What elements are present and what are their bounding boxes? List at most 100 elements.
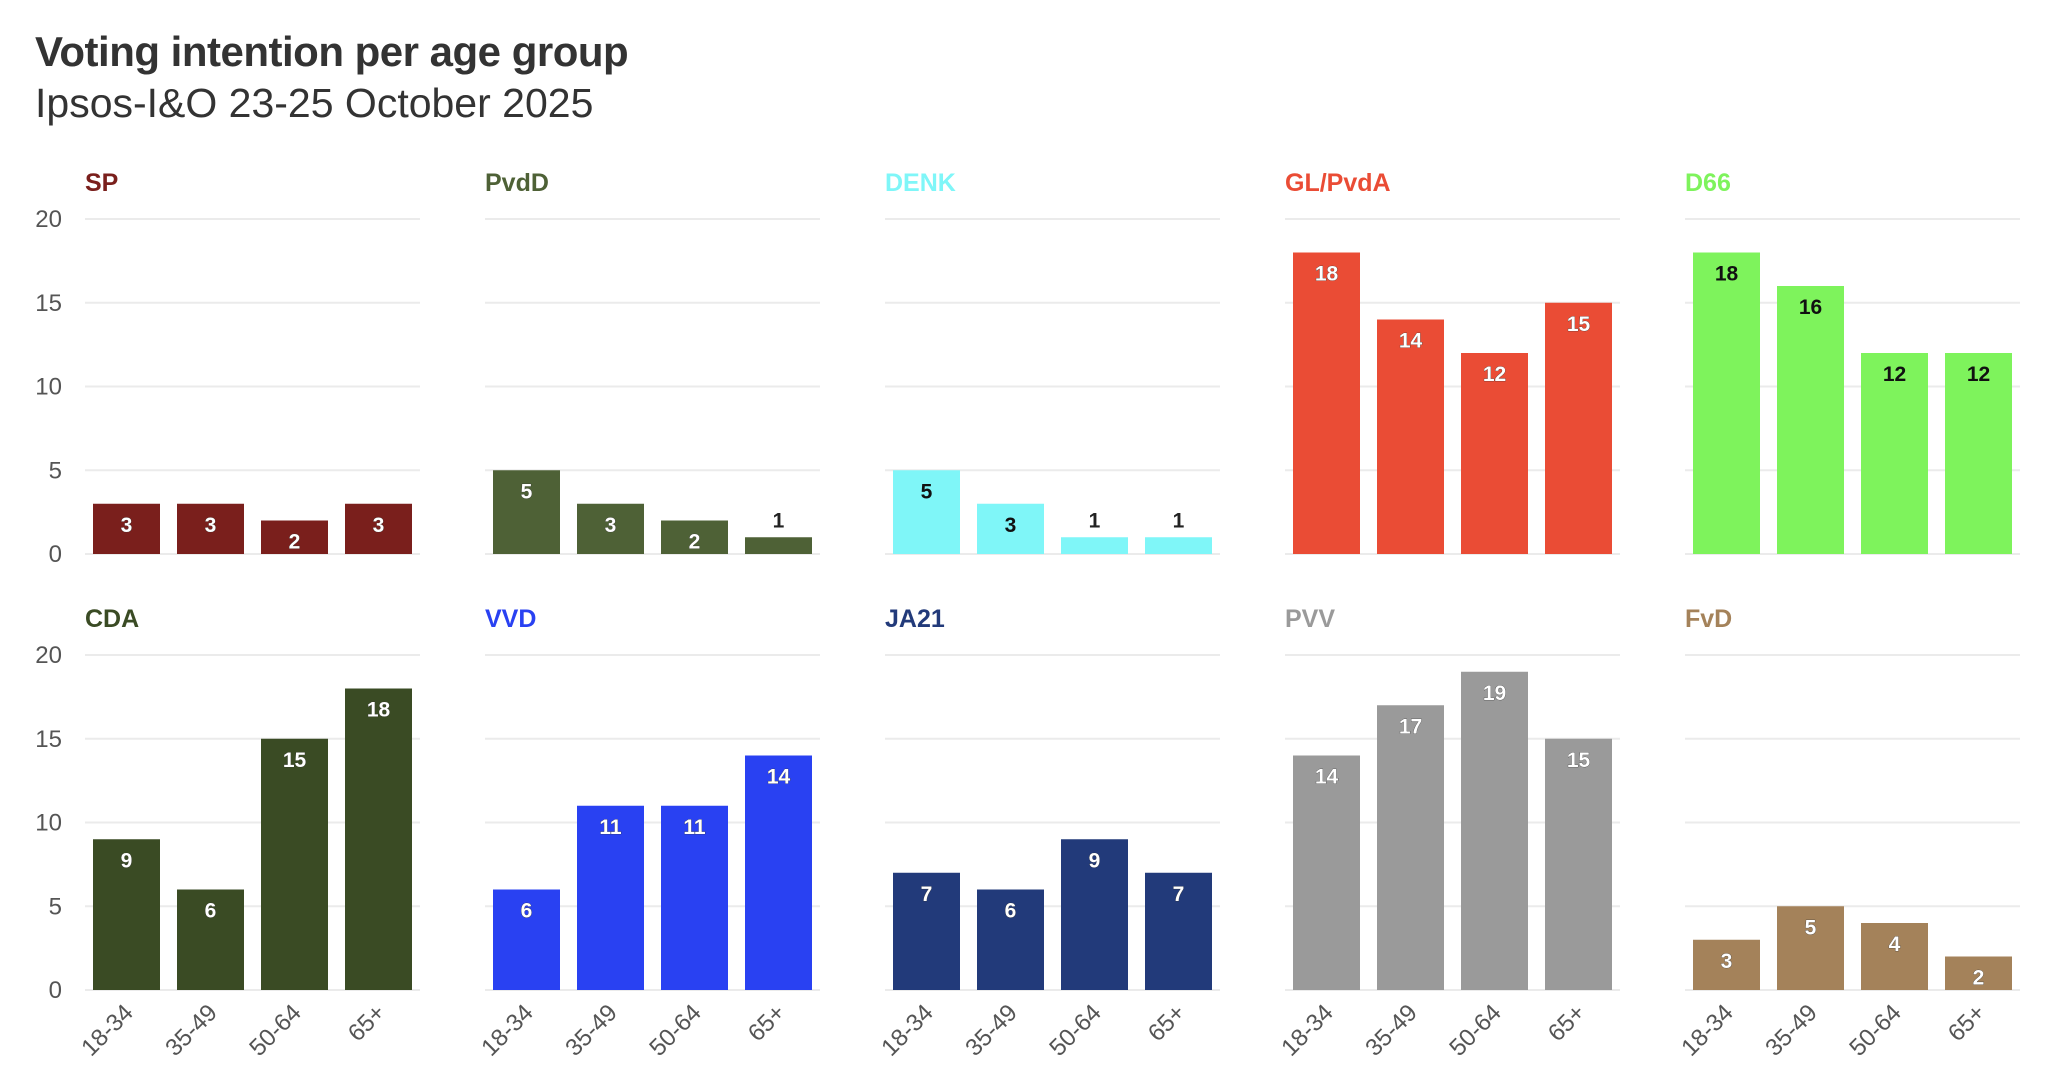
y-tick-label: 15 [35, 290, 62, 317]
bar-value-label: 14 [1399, 330, 1423, 353]
x-tick-label: 50-64 [1444, 999, 1507, 1062]
bar-value-label: 11 [599, 816, 622, 839]
panel-gl-pvda: GL/PvdA 18 14 12 15 [1285, 169, 1620, 555]
bar-gl-pvda-65 [1545, 302, 1612, 554]
panel-title: PvdD [485, 169, 549, 197]
bar-value-label: 3 [373, 514, 385, 537]
bar-value-label: 18 [1315, 263, 1339, 286]
bar-value-label: 1 [1173, 509, 1185, 532]
panel-vvd: VVD 6 11 11 14 18-34 35-49 50-64 65+ [476, 605, 820, 1062]
bar-pvv-35-49 [1377, 705, 1444, 990]
bar-pvdd-50-64 [661, 520, 728, 554]
panel-cda: CDA 0 5 10 15 20 9 6 15 18 18-34 35-49 50-64 65+ [35, 605, 420, 1062]
y-tick-label: 10 [35, 374, 62, 401]
x-tick-label: 50-64 [1844, 999, 1907, 1062]
bar-value-label: 3 [121, 514, 133, 537]
panel-ja21: JA21 7 6 9 7 18-34 35-49 50-64 65+ [876, 605, 1220, 1062]
bar-value-label: 3 [605, 514, 617, 537]
bar-gl-pvda-50-64 [1461, 353, 1528, 554]
bar-value-label: 14 [767, 766, 791, 789]
bar-value-label: 5 [1805, 916, 1817, 939]
x-tick-label: 65+ [1543, 999, 1591, 1047]
bar-ja21-18-34 [893, 872, 960, 990]
bar-sp-18-34 [93, 503, 160, 554]
bar-value-label: 16 [1799, 296, 1822, 319]
x-tick-label: 18-34 [476, 999, 539, 1062]
bar-value-label: 6 [1005, 900, 1017, 923]
bar-value-label: 1 [773, 509, 785, 532]
bar-value-label: 6 [205, 900, 217, 923]
y-tick-label: 0 [49, 977, 62, 1004]
bar-pvv-18-34 [1293, 755, 1360, 990]
bar-sp-35-49 [177, 503, 244, 554]
x-tick-label: 65+ [343, 999, 391, 1047]
bar-pvv-50-64 [1461, 671, 1528, 990]
bar-pvdd-18-34 [493, 470, 560, 554]
x-tick-label: 50-64 [1044, 999, 1107, 1062]
y-tick-label: 15 [35, 726, 62, 753]
y-tick-label: 5 [49, 893, 62, 920]
bar-denk-50-64 [1061, 537, 1128, 554]
bar-value-label: 9 [121, 849, 133, 872]
bar-vvd-35-49 [577, 805, 644, 990]
bar-value-label: 17 [1399, 715, 1422, 738]
x-tick-label: 35-49 [1760, 999, 1823, 1062]
bar-sp-50-64 [261, 520, 328, 554]
panel-d66: D66 18 16 12 12 [1685, 169, 2020, 555]
x-tick-label: 65+ [1943, 999, 1991, 1047]
bar-d66-65 [1945, 353, 2012, 554]
bar-gl-pvda-35-49 [1377, 319, 1444, 554]
x-tick-label: 18-34 [1276, 999, 1339, 1062]
bar-value-label: 18 [1715, 263, 1739, 286]
y-tick-label: 20 [35, 206, 62, 233]
bar-value-label: 15 [283, 749, 307, 772]
panel-title: D66 [1685, 169, 1731, 197]
bar-denk-18-34 [893, 470, 960, 554]
panel-denk: DENK 5 3 1 1 [885, 169, 1220, 555]
bar-value-label: 6 [521, 900, 533, 923]
panel-title: PVV [1285, 605, 1335, 633]
y-tick-label: 5 [49, 457, 62, 484]
x-tick-label: 50-64 [244, 999, 307, 1062]
bar-value-label: 5 [521, 480, 533, 503]
bar-value-label: 7 [921, 883, 933, 906]
bar-vvd-50-64 [661, 805, 728, 990]
bar-value-label: 12 [1483, 363, 1506, 386]
bar-ja21-35-49 [977, 889, 1044, 990]
x-tick-label: 18-34 [76, 999, 139, 1062]
bar-value-label: 11 [683, 816, 706, 839]
x-tick-label: 18-34 [1676, 999, 1739, 1062]
x-tick-label: 35-49 [560, 999, 623, 1062]
bar-value-label: 4 [1889, 933, 1901, 956]
bar-value-label: 12 [1883, 363, 1906, 386]
x-tick-label: 50-64 [644, 999, 707, 1062]
bar-value-label: 3 [1005, 514, 1017, 537]
bar-ja21-50-64 [1061, 839, 1128, 990]
bar-vvd-18-34 [493, 889, 560, 990]
panel-title: CDA [85, 605, 139, 633]
bar-value-label: 7 [1173, 883, 1185, 906]
bar-d66-50-64 [1861, 353, 1928, 554]
bar-fvd-65 [1945, 956, 2012, 990]
panel-sp: SP 0 5 10 15 20 3 3 2 3 [35, 169, 420, 568]
panel-title: VVD [485, 605, 536, 633]
bar-value-label: 5 [921, 480, 933, 503]
bar-value-label: 9 [1089, 849, 1101, 872]
x-tick-label: 65+ [743, 999, 791, 1047]
bar-cda-65 [345, 688, 412, 990]
bar-value-label: 15 [1567, 313, 1591, 336]
bar-value-label: 1 [1089, 509, 1101, 532]
bar-value-label: 18 [367, 699, 391, 722]
x-tick-label: 35-49 [1360, 999, 1423, 1062]
bar-value-label: 2 [689, 531, 701, 554]
panel-title: GL/PvdA [1285, 169, 1391, 197]
panel-title: FvD [1685, 605, 1732, 633]
bar-fvd-18-34 [1693, 939, 1760, 990]
bar-ja21-65 [1145, 872, 1212, 990]
y-tick-label: 0 [49, 541, 62, 568]
bar-value-label: 15 [1567, 749, 1591, 772]
bar-d66-35-49 [1777, 286, 1844, 554]
bar-value-label: 3 [205, 514, 217, 537]
bar-value-label: 19 [1483, 682, 1506, 705]
panel-title: DENK [885, 169, 956, 197]
